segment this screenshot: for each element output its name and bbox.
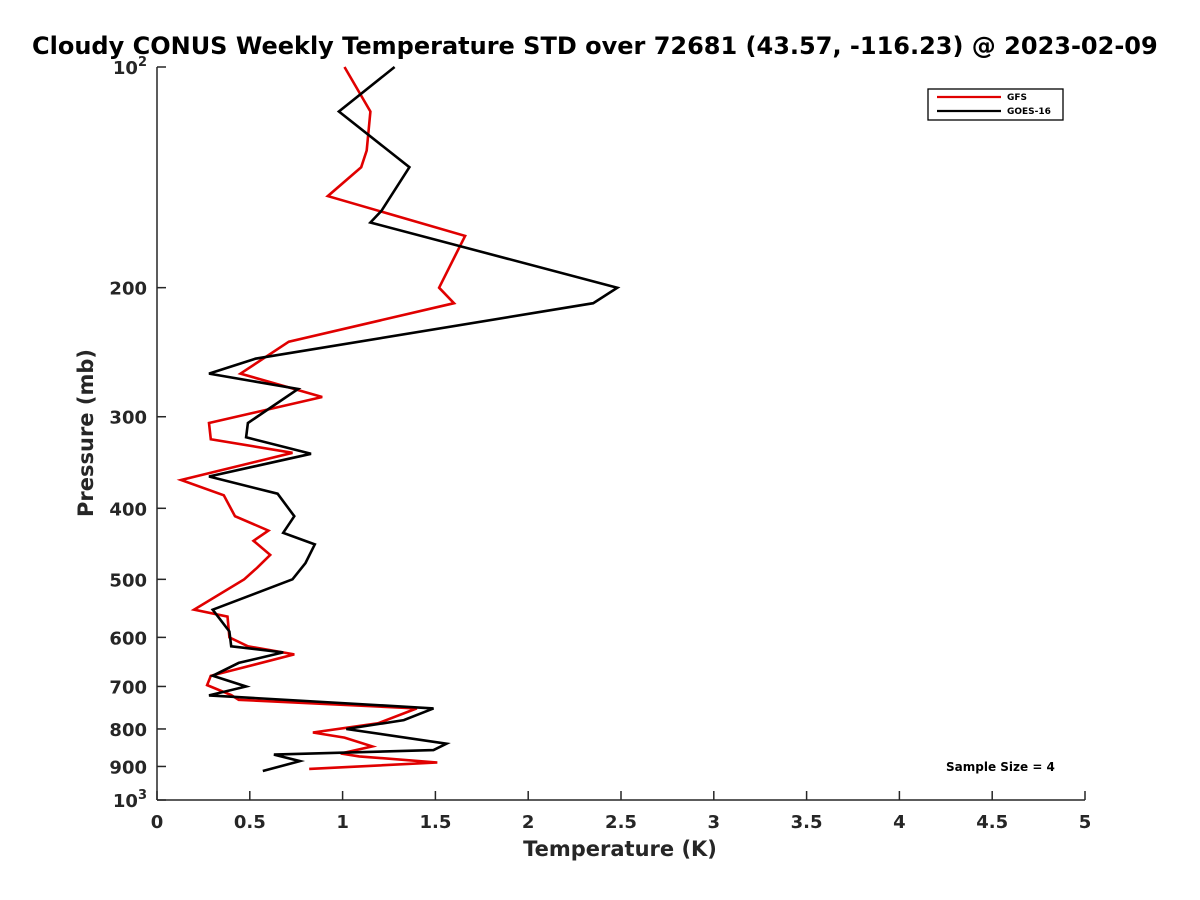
legend: GFS GOES-16 [927, 88, 1064, 121]
y-tick-label: 300 [109, 408, 147, 429]
x-tick-label: 2.5 [605, 812, 637, 833]
x-tick-label: 2 [522, 812, 535, 833]
x-axis-label: Temperature (K) [523, 837, 717, 861]
y-tick-label: 700 [109, 677, 147, 698]
axes [156, 67, 1085, 801]
legend-label-goes16: GOES-16 [1007, 107, 1051, 117]
x-tick-label: 0 [151, 812, 164, 833]
x-tick-label: 0.5 [234, 812, 266, 833]
legend-label-gfs: GFS [1007, 93, 1027, 103]
series-line-gfs [176, 66, 467, 771]
y-tick-label: 800 [109, 720, 147, 741]
x-ticks: 0 0.5 1 1.5 2 2.5 3 3.5 4 4.5 5 [151, 791, 1092, 833]
y-axis-label: Pressure (mb) [74, 349, 98, 517]
x-tick-label: 4 [893, 812, 906, 833]
y-tick-label: 600 [109, 628, 147, 649]
series-line-goes-16 [208, 65, 621, 773]
sample-size-annotation: Sample Size = 4 [946, 760, 1055, 774]
y-ticks: 102 200 300 400 500 600 700 800 900 103 [109, 55, 166, 812]
y-tick-label: 103 [113, 788, 147, 812]
y-tick-label: 400 [109, 499, 147, 520]
chart-title: Cloudy CONUS Weekly Temperature STD over… [32, 32, 1158, 60]
legend-box [927, 88, 1064, 121]
x-tick-label: 4.5 [976, 812, 1008, 833]
x-tick-label: 5 [1079, 812, 1092, 833]
x-tick-label: 3 [708, 812, 721, 833]
x-tick-label: 1.5 [419, 812, 451, 833]
x-tick-label: 1 [336, 812, 349, 833]
y-tick-label: 900 [109, 757, 147, 778]
y-tick-label: 500 [109, 570, 147, 591]
series-layer [176, 65, 621, 773]
x-tick-label: 3.5 [791, 812, 823, 833]
y-tick-label: 200 [109, 279, 147, 300]
y-tick-label: 102 [113, 55, 147, 79]
